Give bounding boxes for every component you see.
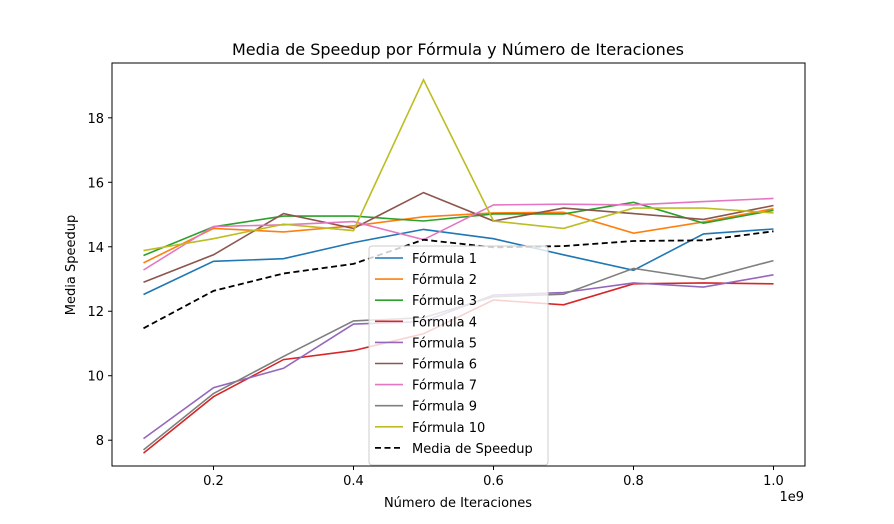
x-tick-label: 0.8 (623, 474, 644, 489)
plot-frame (111, 62, 806, 467)
y-tick-label: 14 (87, 241, 104, 256)
x-tick-label: 0.4 (343, 474, 364, 489)
y-tick-label: 8 (96, 434, 104, 449)
legend: Fórmula 1 Fórmula 2 Fórmula 3 Fórmula 4 Fórm… (368, 245, 549, 466)
legend-label: Fórmula 2 (412, 273, 477, 288)
series-line-7 (143, 197, 774, 271)
legend-box (368, 245, 549, 466)
series-line-1 (143, 228, 774, 296)
series-line-2 (143, 207, 774, 264)
y-tick-label: 18 (87, 112, 104, 127)
chart-title: Media de Speedup por Fórmula y Número de… (232, 40, 684, 59)
legend-label: Media de Speedup (412, 442, 533, 457)
y-axis-label: Media Speedup (64, 215, 79, 315)
legend-label: Fórmula 1 (412, 252, 477, 267)
series-line-9 (143, 77, 774, 252)
legend-label: Fórmula 4 (412, 315, 477, 330)
x-tick-label: 1.0 (763, 474, 784, 489)
y-tick-label: 16 (87, 176, 104, 191)
legend-label: Fórmula 10 (412, 421, 485, 436)
x-tick-label: 0.2 (203, 474, 224, 489)
legend-label: Fórmula 6 (412, 358, 477, 373)
series-line-6 (143, 191, 774, 283)
series-line-10 (143, 230, 774, 330)
x-tick-label: 0.6 (483, 474, 504, 489)
legend-label: Fórmula 9 (412, 400, 477, 415)
legend-label: Fórmula 7 (412, 379, 477, 394)
series-line-3 (143, 201, 774, 257)
legend-label: Fórmula 5 (412, 336, 477, 351)
y-tick-label: 10 (87, 370, 104, 385)
legend-label: Fórmula 3 (412, 294, 477, 309)
x-offset-label: 1e9 (779, 490, 804, 505)
x-axis-label: Número de Iteraciones (384, 496, 532, 511)
y-tick-label: 12 (87, 305, 104, 320)
